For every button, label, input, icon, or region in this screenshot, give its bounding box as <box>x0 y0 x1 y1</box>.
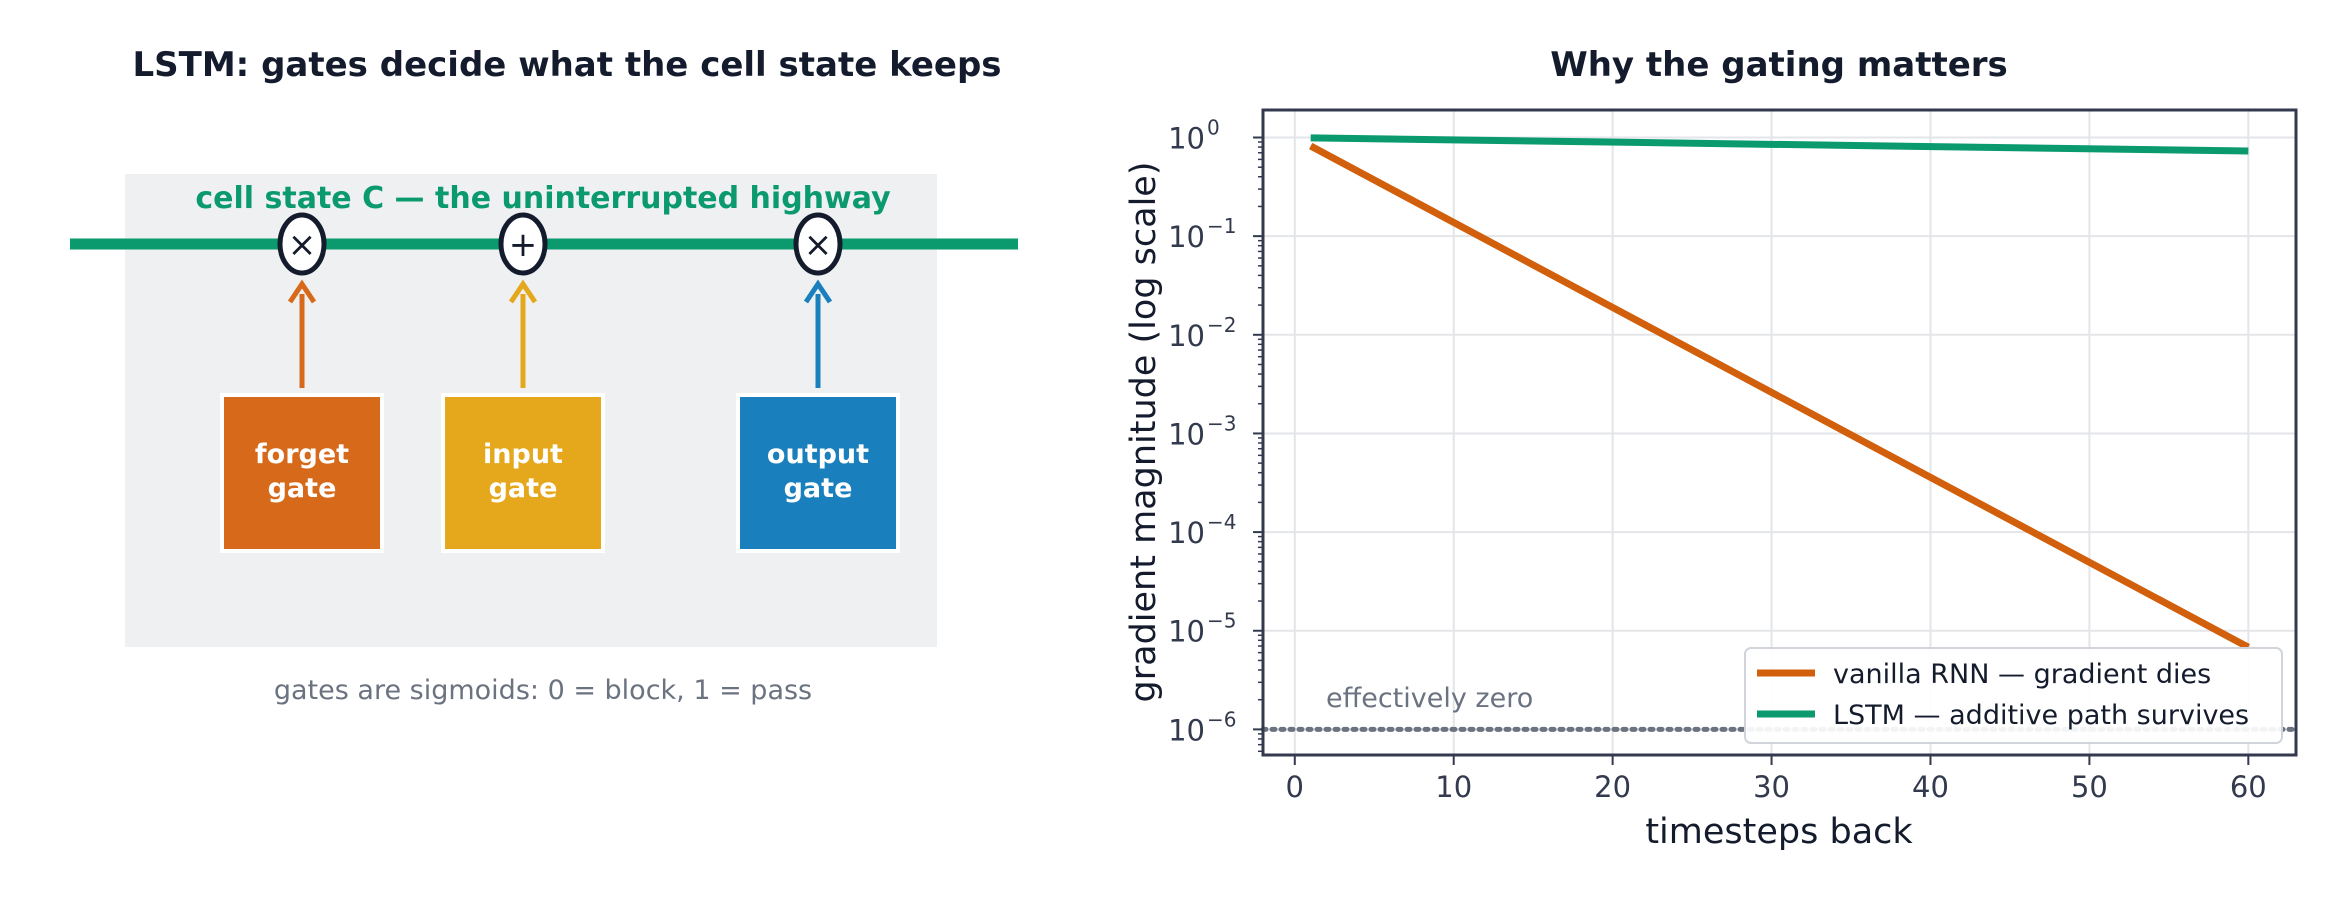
output-multiply-node: × <box>793 212 843 276</box>
x-tick-label: 30 <box>1753 770 1790 804</box>
plot-series <box>1309 134 2250 651</box>
input-gate-line1: input <box>483 439 563 470</box>
series-line-rnn <box>1309 142 2250 651</box>
x-tick-label: 50 <box>2071 770 2108 804</box>
input-gate-line2: gate <box>489 473 558 504</box>
x-tick-label: 20 <box>1594 770 1631 804</box>
x-tick-label: 40 <box>1912 770 1949 804</box>
y-tick-exponent: −4 <box>1207 510 1236 534</box>
x-tick-label: 60 <box>2230 770 2267 804</box>
input-add-node: + <box>498 212 548 276</box>
reference-line-label: effectively zero <box>1326 683 1533 714</box>
multiply-icon: × <box>288 225 317 265</box>
y-tick-label: 10 <box>1168 121 1205 155</box>
diagram-caption: gates are sigmoids: 0 = block, 1 = pass <box>274 675 812 706</box>
y-tick-exponent: −6 <box>1207 707 1236 731</box>
series-line-lstm <box>1310 134 2249 155</box>
multiply-icon: × <box>804 225 833 265</box>
legend-label-lstm: LSTM — additive path survives <box>1833 700 2249 731</box>
y-tick-label: 10 <box>1168 615 1205 649</box>
forget-gate-line2: gate <box>268 473 337 504</box>
input-arrow <box>508 279 538 388</box>
legend-label-rnn: vanilla RNN — gradient dies <box>1833 659 2211 690</box>
y-tick-exponent: 0 <box>1207 115 1220 139</box>
output-arrow <box>803 279 833 388</box>
y-tick-exponent: −5 <box>1207 609 1236 633</box>
forget-multiply-node: × <box>277 212 327 276</box>
output-gate-line2: gate <box>784 473 853 504</box>
diagram-title: LSTM: gates decide what the cell state k… <box>132 45 1001 85</box>
chart-title: Why the gating matters <box>1550 45 2008 85</box>
chart-legend: vanilla RNN — gradient dies LSTM — addit… <box>1744 647 2283 744</box>
legend-box <box>1744 647 2283 744</box>
y-tick-label: 10 <box>1168 516 1205 550</box>
x-axis-label: timesteps back <box>1645 812 1913 852</box>
y-tick-exponent: −3 <box>1207 411 1236 435</box>
x-axis-ticks: 0 10 20 30 40 50 60 <box>1286 755 2267 804</box>
cell-state-label: cell state C — the uninterrupted highway <box>195 181 891 216</box>
y-tick-label: 10 <box>1168 319 1205 353</box>
x-tick-label: 10 <box>1435 770 1472 804</box>
output-gate: output gate <box>736 393 900 553</box>
y-tick-exponent: −1 <box>1207 214 1236 238</box>
output-gate-line1: output <box>767 439 869 470</box>
y-tick-label: 10 <box>1168 713 1205 747</box>
forget-gate-line1: forget <box>255 439 349 470</box>
plus-icon: + <box>509 225 538 265</box>
y-axis-label: gradient magnitude (log scale) <box>1124 162 1164 703</box>
forget-gate: forget gate <box>220 393 384 553</box>
y-tick-exponent: −2 <box>1207 313 1236 337</box>
forget-arrow <box>287 279 317 388</box>
y-tick-label: 10 <box>1168 220 1205 254</box>
y-tick-label: 10 <box>1168 417 1205 451</box>
input-gate: input gate <box>441 393 605 553</box>
x-tick-label: 0 <box>1286 770 1304 804</box>
